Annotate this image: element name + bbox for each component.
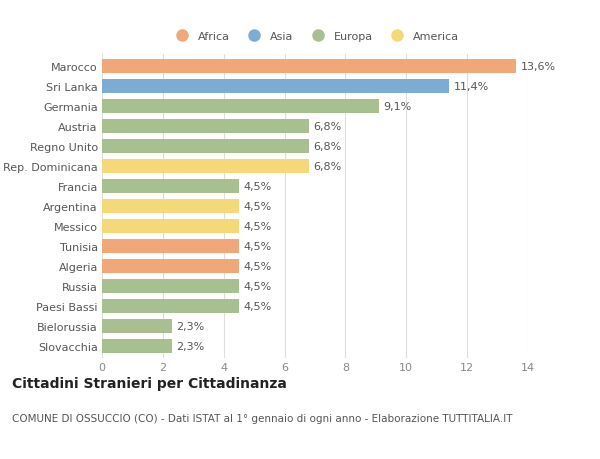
Bar [102,220,239,233]
Bar [102,240,239,253]
Bar [102,280,239,293]
Text: 6,8%: 6,8% [313,122,342,132]
Bar [102,299,239,313]
Bar [102,160,309,174]
Text: 2,3%: 2,3% [176,321,205,331]
Bar [102,180,239,193]
Bar [102,80,449,94]
Legend: Africa, Asia, Europa, America: Africa, Asia, Europa, America [167,28,463,46]
Text: 4,5%: 4,5% [244,182,272,191]
Bar [102,100,379,114]
Text: 11,4%: 11,4% [454,82,488,92]
Text: 2,3%: 2,3% [176,341,205,351]
Text: Cittadini Stranieri per Cittadinanza: Cittadini Stranieri per Cittadinanza [12,376,287,390]
Text: 4,5%: 4,5% [244,202,272,212]
Bar [102,140,309,153]
Bar [102,339,172,353]
Bar [102,60,516,74]
Text: 4,5%: 4,5% [244,261,272,271]
Text: 4,5%: 4,5% [244,301,272,311]
Text: 6,8%: 6,8% [313,162,342,172]
Bar [102,259,239,273]
Text: 6,8%: 6,8% [313,142,342,152]
Text: 4,5%: 4,5% [244,281,272,291]
Bar [102,200,239,213]
Text: 13,6%: 13,6% [520,62,556,72]
Bar [102,319,172,333]
Text: 9,1%: 9,1% [383,102,412,112]
Bar [102,120,309,134]
Text: 4,5%: 4,5% [244,241,272,252]
Text: 4,5%: 4,5% [244,222,272,231]
Text: COMUNE DI OSSUCCIO (CO) - Dati ISTAT al 1° gennaio di ogni anno - Elaborazione T: COMUNE DI OSSUCCIO (CO) - Dati ISTAT al … [12,413,512,423]
